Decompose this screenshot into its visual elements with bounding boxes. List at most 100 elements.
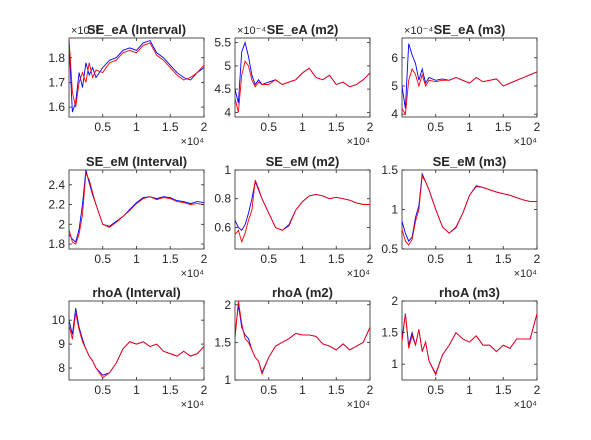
y-tick-label: 1.7 bbox=[48, 75, 65, 89]
subplot-title: SE_eA (m3) bbox=[434, 22, 506, 37]
plot-area bbox=[401, 300, 538, 381]
x-tick-label: 1.5 bbox=[162, 120, 179, 134]
series-line-2 bbox=[402, 174, 537, 246]
y-exponent-label: ×10⁻³ bbox=[71, 25, 99, 37]
x-tick-label: 1 bbox=[133, 120, 140, 134]
y-tick-label: 1 bbox=[224, 163, 231, 177]
subplot-4: 0.5 1 1.5 2 1.8 2 2.2 2.4 ×10⁴ SE_eM (Interval) bbox=[48, 154, 207, 280]
x-tick-label: 1 bbox=[299, 252, 306, 266]
x-tick-label: 1 bbox=[299, 383, 306, 397]
plot-area bbox=[234, 37, 371, 118]
subplot-title: rhoA (m3) bbox=[439, 285, 500, 300]
y-exponent-label: ×10⁻⁴ bbox=[237, 25, 266, 37]
x-tick-label: 1.5 bbox=[495, 252, 512, 266]
subplot-title: rhoA (Interval) bbox=[92, 285, 180, 300]
x-tick-label: 1 bbox=[133, 252, 140, 266]
x-tick-label: 1.5 bbox=[495, 383, 512, 397]
plot-area bbox=[234, 300, 371, 381]
y-tick-label: 4.5 bbox=[214, 82, 231, 96]
x-exponent-label: ×10⁴ bbox=[347, 136, 371, 148]
y-tick-label: 2 bbox=[58, 217, 65, 231]
x-exponent-label: ×10⁴ bbox=[181, 399, 205, 411]
subplot-title: SE_eM (m3) bbox=[433, 154, 507, 169]
y-tick-label: 5 bbox=[391, 79, 398, 93]
x-tick-label: 1.5 bbox=[328, 252, 345, 266]
y-tick-label: 4 bbox=[224, 105, 231, 119]
y-tick-label: 5.5 bbox=[214, 36, 231, 50]
y-tick-label: 8 bbox=[58, 361, 65, 375]
y-tick-label: 2 bbox=[391, 294, 398, 308]
x-tick-label: 1 bbox=[299, 120, 306, 134]
y-tick-label: 2.2 bbox=[48, 198, 65, 212]
series-line-2 bbox=[235, 60, 370, 113]
subplot-3: 0.5 1 1.5 2 4 5 6 ×10⁴ ×10⁻⁴ SE_eA (m3) bbox=[391, 22, 540, 148]
x-tick-label: 2 bbox=[534, 120, 541, 134]
subplot-title: SE_eM (m2) bbox=[266, 154, 340, 169]
x-tick-label: 1.5 bbox=[495, 120, 512, 134]
subplot-2: 0.5 1 1.5 2 4 4.5 5 5.5 ×10⁴ ×10⁻⁴ SE_eA (m2) bbox=[214, 22, 373, 148]
plot-area bbox=[234, 169, 371, 250]
y-tick-label: 2 bbox=[224, 298, 231, 312]
x-tick-label: 1.5 bbox=[162, 252, 179, 266]
y-tick-label: 1.5 bbox=[381, 163, 398, 177]
x-tick-label: 1.5 bbox=[328, 120, 345, 134]
x-tick-label: 2 bbox=[367, 252, 374, 266]
x-exponent-label: ×10⁴ bbox=[514, 136, 538, 148]
series-line-2 bbox=[69, 312, 204, 379]
subplot-9: 0.5 1 1.5 2 1 1.5 2 ×10⁴ rhoA (m3) bbox=[381, 285, 540, 411]
plot-area bbox=[401, 169, 538, 250]
x-tick-label: 1 bbox=[133, 383, 140, 397]
y-tick-label: 2.4 bbox=[48, 178, 65, 192]
subplot-title: SE_eM (Interval) bbox=[86, 154, 187, 169]
y-tick-label: 0.8 bbox=[214, 192, 231, 206]
subplot-1: 0.5 1 1.5 2 1.6 1.7 1.8 ×10⁴ ×10⁻³SE_eA (Interva… bbox=[48, 22, 207, 148]
x-exponent-label: ×10⁴ bbox=[347, 399, 371, 411]
y-tick-label: 10 bbox=[52, 313, 66, 327]
x-tick-label: 0.5 bbox=[94, 383, 111, 397]
x-tick-label: 1 bbox=[466, 383, 473, 397]
x-tick-label: 2 bbox=[534, 383, 541, 397]
series-line-2 bbox=[402, 313, 537, 377]
x-tick-label: 0.5 bbox=[260, 383, 277, 397]
x-tick-label: 0.5 bbox=[427, 383, 444, 397]
y-tick-label: 1.6 bbox=[48, 100, 65, 114]
x-exponent-label: ×10⁴ bbox=[347, 268, 371, 280]
series-line-2 bbox=[235, 179, 370, 244]
x-exponent-label: ×10⁴ bbox=[181, 268, 205, 280]
subplot-title: rhoA (m2) bbox=[272, 285, 333, 300]
x-exponent-label: ×10⁴ bbox=[514, 399, 538, 411]
x-tick-label: 1 bbox=[466, 252, 473, 266]
x-tick-label: 1.5 bbox=[162, 383, 179, 397]
plot-area bbox=[68, 300, 205, 381]
y-tick-label: 5 bbox=[224, 59, 231, 73]
x-exponent-label: ×10⁴ bbox=[514, 268, 538, 280]
x-tick-label: 0.5 bbox=[427, 252, 444, 266]
x-exponent-label: ×10⁴ bbox=[181, 136, 205, 148]
x-tick-label: 1 bbox=[466, 120, 473, 134]
y-exponent-label: ×10⁻⁴ bbox=[404, 25, 433, 37]
series-line-2 bbox=[235, 301, 370, 376]
series-line-1 bbox=[69, 39, 204, 113]
plot-area bbox=[401, 37, 538, 118]
series-line-2 bbox=[69, 38, 204, 108]
x-tick-label: 2 bbox=[201, 120, 208, 134]
y-tick-label: 4 bbox=[391, 107, 398, 121]
y-tick-label: 6 bbox=[391, 51, 398, 65]
y-tick-label: 0.5 bbox=[381, 242, 398, 256]
x-tick-label: 0.5 bbox=[427, 120, 444, 134]
y-tick-label: 1.5 bbox=[214, 335, 231, 349]
y-tick-label: 1.5 bbox=[381, 326, 398, 340]
y-tick-label: 0.6 bbox=[214, 220, 231, 234]
x-tick-label: 2 bbox=[367, 383, 374, 397]
x-tick-label: 2 bbox=[367, 120, 374, 134]
y-tick-label: 1.8 bbox=[48, 237, 65, 251]
y-tick-label: 9 bbox=[58, 337, 65, 351]
x-tick-label: 2 bbox=[201, 252, 208, 266]
y-tick-label: 1.8 bbox=[48, 51, 65, 65]
subplot-title: SE_eA (Interval) bbox=[87, 22, 186, 37]
subplot-5: 0.5 1 1.5 2 0.6 0.8 1 ×10⁴ SE_eM (m2) bbox=[214, 154, 373, 280]
y-tick-label: 1 bbox=[391, 203, 398, 217]
x-tick-label: 0.5 bbox=[94, 120, 111, 134]
